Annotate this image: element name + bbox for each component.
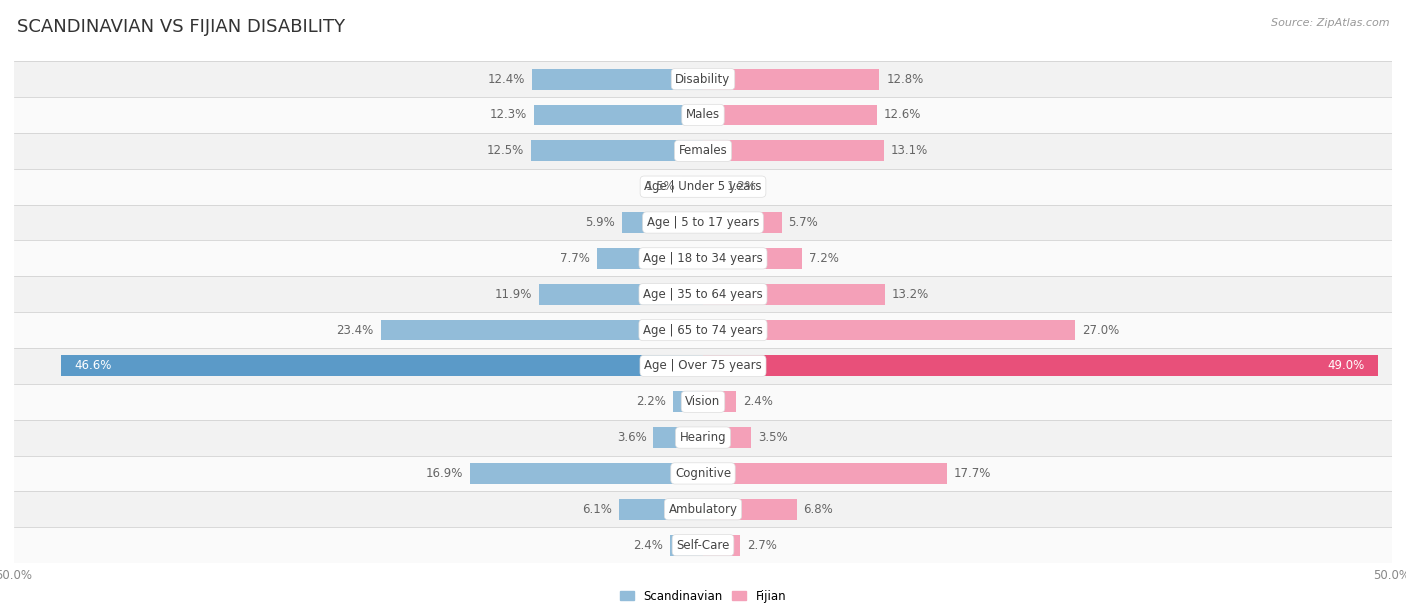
Bar xyxy=(703,284,884,305)
Bar xyxy=(14,312,1392,348)
Bar xyxy=(682,176,703,197)
Text: Males: Males xyxy=(686,108,720,121)
Bar xyxy=(538,284,703,305)
Text: Age | 65 to 74 years: Age | 65 to 74 years xyxy=(643,324,763,337)
Text: Ambulatory: Ambulatory xyxy=(668,503,738,516)
Bar xyxy=(14,384,1392,420)
Text: 6.8%: 6.8% xyxy=(804,503,834,516)
Text: 5.7%: 5.7% xyxy=(789,216,818,229)
Bar xyxy=(619,499,703,520)
Text: 2.4%: 2.4% xyxy=(742,395,773,408)
Bar xyxy=(14,169,1392,204)
Text: 46.6%: 46.6% xyxy=(75,359,112,372)
Text: Age | 35 to 64 years: Age | 35 to 64 years xyxy=(643,288,763,300)
Bar xyxy=(621,212,703,233)
Text: 27.0%: 27.0% xyxy=(1083,324,1119,337)
Bar xyxy=(703,105,876,125)
Bar xyxy=(14,133,1392,169)
Text: 12.5%: 12.5% xyxy=(486,144,524,157)
Bar xyxy=(14,527,1392,563)
Text: Age | 18 to 34 years: Age | 18 to 34 years xyxy=(643,252,763,265)
Text: 12.8%: 12.8% xyxy=(886,73,924,86)
Bar xyxy=(470,463,703,484)
Text: 11.9%: 11.9% xyxy=(495,288,531,300)
Bar xyxy=(14,97,1392,133)
Text: 12.6%: 12.6% xyxy=(883,108,921,121)
Text: 12.4%: 12.4% xyxy=(488,73,526,86)
Text: 3.5%: 3.5% xyxy=(758,431,787,444)
Text: 2.2%: 2.2% xyxy=(636,395,666,408)
Text: 5.9%: 5.9% xyxy=(585,216,614,229)
Text: 13.2%: 13.2% xyxy=(891,288,929,300)
Bar xyxy=(703,140,883,161)
Text: 49.0%: 49.0% xyxy=(1327,359,1364,372)
Bar xyxy=(533,105,703,125)
Bar xyxy=(14,348,1392,384)
Text: Cognitive: Cognitive xyxy=(675,467,731,480)
Bar xyxy=(672,391,703,412)
Bar xyxy=(703,391,737,412)
Bar xyxy=(703,356,1378,376)
Bar xyxy=(14,276,1392,312)
Bar xyxy=(531,69,703,89)
Text: 13.1%: 13.1% xyxy=(890,144,928,157)
Bar xyxy=(60,356,703,376)
Text: 23.4%: 23.4% xyxy=(336,324,374,337)
Text: 1.5%: 1.5% xyxy=(645,180,675,193)
Bar xyxy=(703,427,751,448)
Text: Self-Care: Self-Care xyxy=(676,539,730,551)
Text: 3.6%: 3.6% xyxy=(617,431,647,444)
Text: Age | 5 to 17 years: Age | 5 to 17 years xyxy=(647,216,759,229)
Text: 12.3%: 12.3% xyxy=(489,108,527,121)
Bar xyxy=(14,204,1392,241)
Text: Disability: Disability xyxy=(675,73,731,86)
Text: 6.1%: 6.1% xyxy=(582,503,612,516)
Bar xyxy=(14,61,1392,97)
Bar xyxy=(703,212,782,233)
Bar xyxy=(703,248,803,269)
Text: Age | Over 75 years: Age | Over 75 years xyxy=(644,359,762,372)
Bar xyxy=(14,491,1392,527)
Bar xyxy=(669,535,703,556)
Bar xyxy=(531,140,703,161)
Text: 1.2%: 1.2% xyxy=(727,180,756,193)
Text: Age | Under 5 years: Age | Under 5 years xyxy=(644,180,762,193)
Text: Hearing: Hearing xyxy=(679,431,727,444)
Bar xyxy=(654,427,703,448)
Text: 7.2%: 7.2% xyxy=(808,252,839,265)
Text: Vision: Vision xyxy=(685,395,721,408)
Bar xyxy=(703,499,797,520)
Text: 7.7%: 7.7% xyxy=(560,252,591,265)
Text: 2.4%: 2.4% xyxy=(633,539,664,551)
Text: 2.7%: 2.7% xyxy=(747,539,778,551)
Bar xyxy=(14,241,1392,276)
Bar xyxy=(703,319,1076,340)
Bar xyxy=(703,463,946,484)
Text: 16.9%: 16.9% xyxy=(426,467,463,480)
Legend: Scandinavian, Fijian: Scandinavian, Fijian xyxy=(614,585,792,607)
Bar xyxy=(598,248,703,269)
Text: 17.7%: 17.7% xyxy=(953,467,991,480)
Bar xyxy=(703,69,879,89)
Text: SCANDINAVIAN VS FIJIAN DISABILITY: SCANDINAVIAN VS FIJIAN DISABILITY xyxy=(17,18,344,36)
Bar xyxy=(703,535,740,556)
Bar xyxy=(703,176,720,197)
Text: Source: ZipAtlas.com: Source: ZipAtlas.com xyxy=(1271,18,1389,28)
Text: Females: Females xyxy=(679,144,727,157)
Bar xyxy=(14,455,1392,491)
Bar xyxy=(381,319,703,340)
Bar xyxy=(14,420,1392,455)
